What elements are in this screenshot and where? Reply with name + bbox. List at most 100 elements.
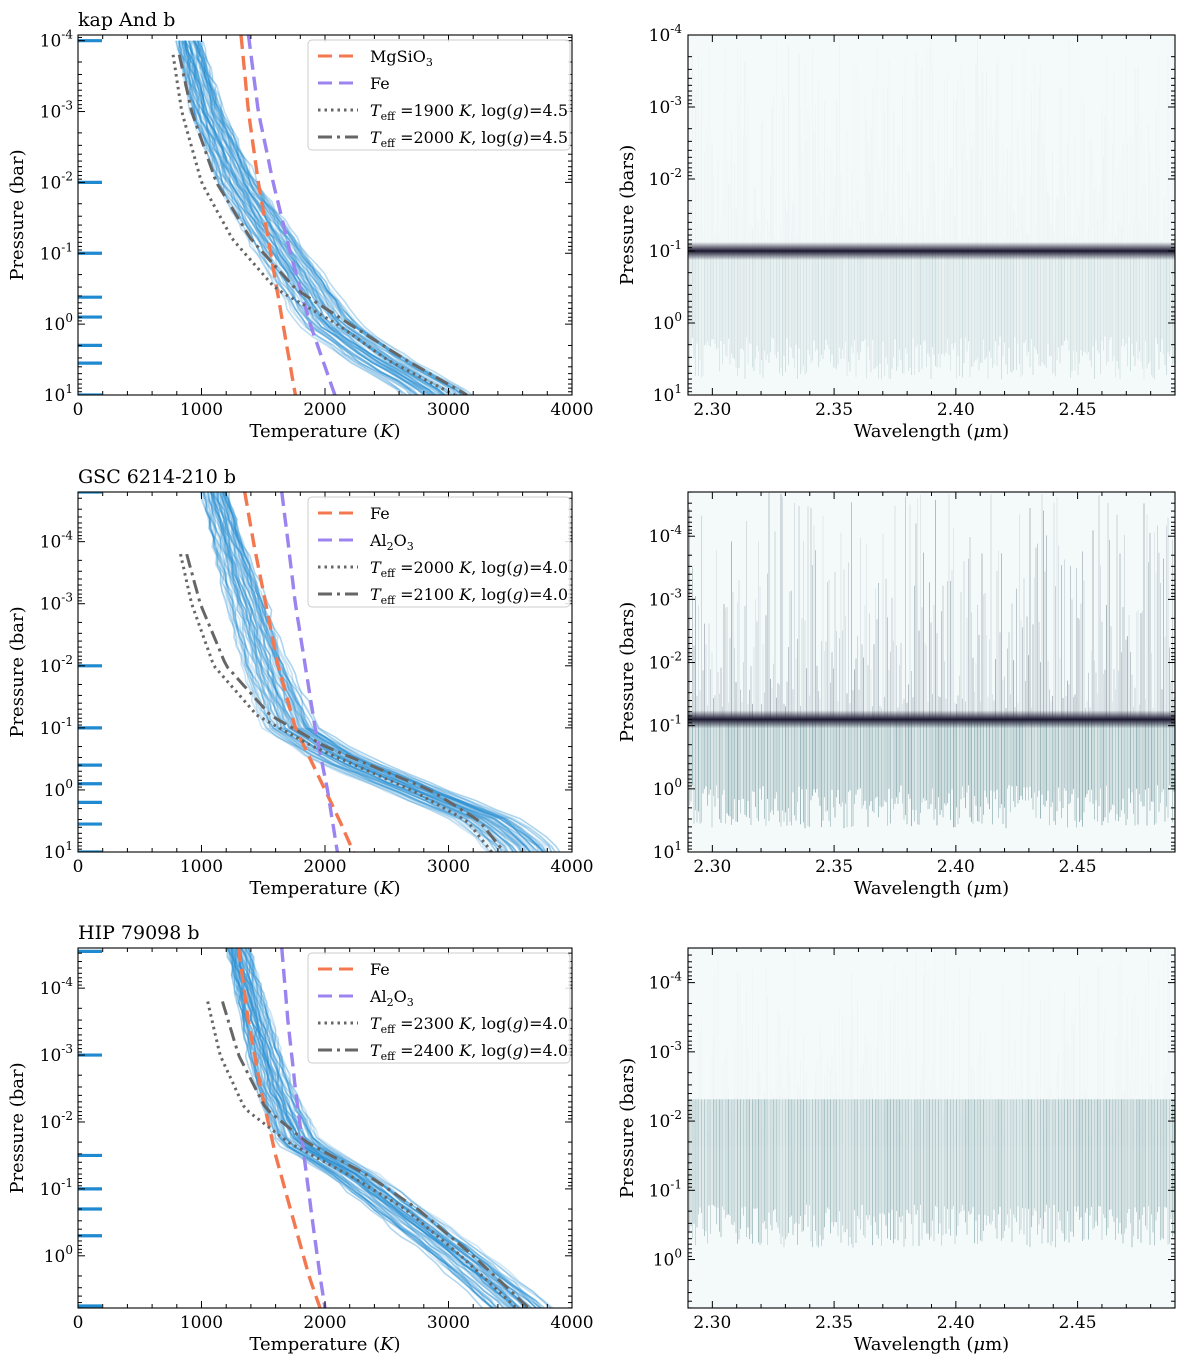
retrieved-profile bbox=[183, 40, 438, 395]
y-tick-label: 10-4 bbox=[40, 975, 74, 999]
retrieved-profile bbox=[219, 492, 535, 852]
retrieved-profile bbox=[207, 492, 518, 852]
retrieved-profile bbox=[231, 948, 496, 1308]
retrieved-profile bbox=[199, 492, 501, 852]
legend-label: Al2O3 bbox=[369, 531, 414, 553]
retrieved-profile bbox=[212, 492, 509, 852]
legend-label: Teff =1900 K, log(g)=4.5 bbox=[370, 101, 568, 123]
retrieved-profile bbox=[196, 40, 450, 395]
legend: Fe Al2O3 Teff =2300 K, log(g)=4.0 Teff =240… bbox=[307, 952, 571, 1064]
retrieved-profile bbox=[224, 492, 546, 852]
retrieved-profile bbox=[202, 492, 500, 852]
retrieved-profile bbox=[221, 492, 546, 852]
retrieved-profile bbox=[210, 492, 507, 852]
panel-row-1: kap And b 0 1000 2000 3000 4000 101 100 10-1 10-2… bbox=[7, 9, 1176, 442]
retrieved-profile bbox=[194, 40, 447, 395]
legend-label: Al2O3 bbox=[369, 987, 414, 1009]
retrieved-profile bbox=[216, 492, 531, 852]
model-profile-dashdot bbox=[177, 54, 468, 395]
legend-label: Teff =2000 K, log(g)=4.0 bbox=[370, 558, 568, 580]
x-tick-label: 2.45 bbox=[1059, 1313, 1097, 1333]
retrieved-profile bbox=[235, 948, 509, 1308]
x-tick-label: 2.40 bbox=[937, 857, 975, 877]
retrieved-profile bbox=[181, 40, 432, 395]
retrieved-profile bbox=[229, 948, 511, 1308]
y-axis-label: Pressure (bar) bbox=[7, 149, 28, 280]
panel-title: GSC 6214-210 b bbox=[78, 466, 236, 488]
y-tick-label: 10-1 bbox=[649, 713, 682, 737]
cloud-layer bbox=[688, 710, 1175, 729]
retrieved-profile bbox=[227, 492, 561, 852]
retrieved-profile bbox=[230, 948, 511, 1308]
y-tick-label: 100 bbox=[44, 777, 73, 801]
retrieved-profile bbox=[201, 492, 492, 852]
condensation-curve-al2o3 bbox=[280, 948, 327, 1308]
legend-label: Fe bbox=[370, 960, 390, 979]
retrieved-profile bbox=[188, 40, 435, 395]
retrieved-profile bbox=[209, 492, 514, 852]
x-tick-label: 2.30 bbox=[693, 857, 731, 877]
retrieved-profile bbox=[233, 948, 499, 1308]
legend-box bbox=[307, 39, 571, 151]
retrieved-profile bbox=[219, 492, 554, 852]
retrieved-profile bbox=[224, 492, 550, 852]
y-tick-label: 10-3 bbox=[40, 99, 73, 123]
y-tick-label: 100 bbox=[44, 1243, 73, 1267]
panel-title: HIP 79098 b bbox=[78, 922, 200, 944]
y-axis-label: Pressure (bar) bbox=[7, 1062, 28, 1193]
y-tick-label: 10-4 bbox=[649, 22, 683, 46]
retrieved-profile bbox=[180, 40, 430, 395]
retrieved-profile bbox=[226, 948, 513, 1308]
retrieved-profile bbox=[203, 492, 494, 852]
x-tick-label: 2.30 bbox=[693, 1313, 731, 1333]
retrieved-profile bbox=[196, 40, 452, 395]
retrieved-profile bbox=[178, 40, 408, 395]
retrieved-profile bbox=[187, 40, 435, 395]
retrieved-profile bbox=[212, 492, 518, 852]
retrieved-profile bbox=[217, 492, 527, 852]
retrieved-profile bbox=[199, 40, 458, 395]
retrieved-profile bbox=[239, 948, 532, 1308]
retrieved-profile bbox=[184, 40, 428, 395]
legend-box bbox=[307, 952, 571, 1064]
y-tick-label: 100 bbox=[653, 1247, 682, 1271]
retrieved-profile bbox=[181, 40, 430, 395]
y-tick-label: 101 bbox=[653, 382, 682, 406]
legend: Fe Al2O3 Teff =2000 K, log(g)=4.0 Teff =210… bbox=[307, 496, 571, 608]
y-tick-label: 10-2 bbox=[649, 650, 682, 674]
retrieved-profile bbox=[209, 492, 528, 852]
retrieved-profile bbox=[184, 40, 438, 395]
retrieved-profile bbox=[175, 40, 418, 395]
x-tick-label: 2.35 bbox=[815, 1313, 853, 1333]
pt-profile-plot: GSC 6214-210 b 0 1000 2000 3000 4000 101 100 10-… bbox=[7, 466, 594, 899]
retrieved-profile bbox=[222, 492, 545, 852]
legend-box bbox=[307, 496, 571, 608]
retrieved-profile bbox=[180, 40, 427, 395]
y-tick-label: 10-1 bbox=[40, 1176, 73, 1200]
retrieved-profile bbox=[237, 948, 527, 1308]
condensation-curve-fe bbox=[236, 948, 322, 1308]
heatmap-background bbox=[688, 948, 1175, 1308]
y-tick-label: 10-3 bbox=[649, 94, 682, 118]
y-tick-label: 10-3 bbox=[40, 1042, 73, 1066]
retrieved-profile bbox=[190, 40, 444, 395]
model-profile-dashdot bbox=[221, 1001, 530, 1308]
retrieved-profile bbox=[188, 40, 446, 395]
retrieved-profile bbox=[216, 492, 523, 852]
retrieved-profile bbox=[184, 40, 432, 395]
retrieved-profile bbox=[224, 492, 543, 852]
retrieved-profile bbox=[217, 492, 545, 852]
y-tick-label: 101 bbox=[44, 839, 73, 863]
retrieved-profile bbox=[184, 40, 427, 395]
y-tick-label: 100 bbox=[653, 310, 682, 334]
retrieved-profile bbox=[204, 492, 505, 852]
panel-row-2: GSC 6214-210 b 0 1000 2000 3000 4000 101 100 10-… bbox=[7, 466, 1176, 899]
contribution-plot: 2.30 2.35 2.40 2.45 100 10-1 10-2 10-3 10-4 Wavel… bbox=[617, 947, 1176, 1355]
retrieved-profile bbox=[203, 492, 491, 852]
x-tick-label: 3000 bbox=[427, 857, 470, 877]
retrieved-profile bbox=[189, 40, 454, 395]
retrieved-profile bbox=[181, 40, 416, 395]
y-tick-label: 10-1 bbox=[40, 240, 73, 264]
retrieved-profile bbox=[189, 40, 454, 395]
legend-label: Teff =2300 K, log(g)=4.0 bbox=[370, 1014, 568, 1036]
